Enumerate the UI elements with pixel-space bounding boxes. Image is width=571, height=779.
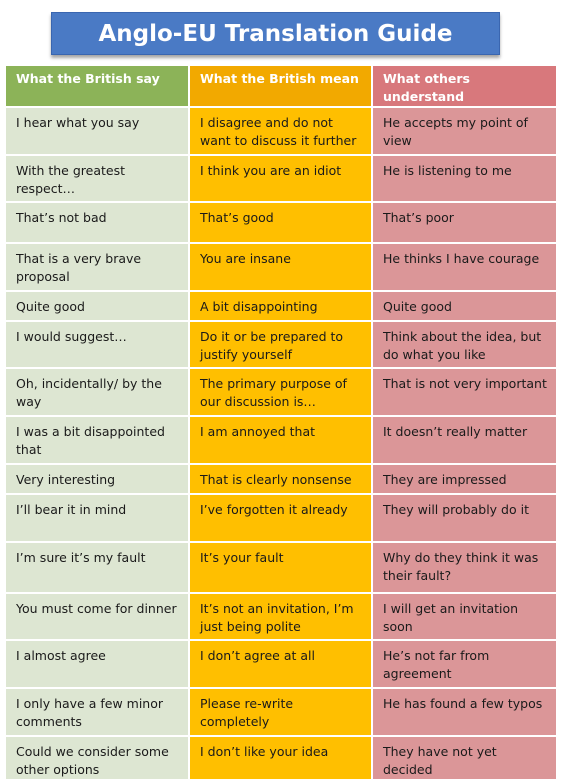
header-others-understand: What others understand xyxy=(372,66,558,108)
table-row: I’m sure it’s my fault It’s your fault W… xyxy=(6,542,558,594)
cell-others-understand: They have not yet decided xyxy=(372,736,558,779)
cell-others-understand: I will get an invitation soon xyxy=(372,593,558,641)
cell-british-say: I was a bit disappointed that xyxy=(6,416,190,465)
cell-british-mean: I don’t agree at all xyxy=(189,640,373,689)
cell-british-say: Very interesting xyxy=(6,464,190,495)
cell-british-mean: I am annoyed that xyxy=(189,416,373,465)
cell-british-say: That’s not bad xyxy=(6,202,190,244)
cell-british-say: I’m sure it’s my fault xyxy=(6,542,190,594)
cell-british-mean: I think you are an idiot xyxy=(189,155,373,203)
table-row: I almost agree I don’t agree at all He’s… xyxy=(6,640,558,689)
cell-british-say: Could we consider some other options xyxy=(6,736,190,779)
table-row: I was a bit disappointed that I am annoy… xyxy=(6,416,558,465)
header-british-mean: What the British mean xyxy=(189,66,373,108)
cell-british-mean: The primary purpose of our discussion is… xyxy=(189,368,373,417)
cell-british-mean: Please re-write completely xyxy=(189,688,373,737)
cell-others-understand: He is listening to me xyxy=(372,155,558,203)
cell-british-say: I’ll bear it in mind xyxy=(6,494,190,543)
cell-others-understand: He thinks I have courage xyxy=(372,243,558,292)
cell-others-understand: They will probably do it xyxy=(372,494,558,543)
table-header-row: What the British say What the British me… xyxy=(6,66,558,108)
cell-british-say: I hear what you say xyxy=(6,107,190,156)
table-row: Very interesting That is clearly nonsens… xyxy=(6,464,558,495)
cell-british-say: That is a very brave proposal xyxy=(6,243,190,292)
cell-others-understand: Why do they think it was their fault? xyxy=(372,542,558,594)
cell-others-understand: That is not very important xyxy=(372,368,558,417)
cell-british-say: I would suggest… xyxy=(6,321,190,369)
table-row: Could we consider some other options I d… xyxy=(6,736,558,779)
cell-british-mean: I disagree and do not want to discuss it… xyxy=(189,107,373,156)
translation-table: What the British say What the British me… xyxy=(6,66,558,779)
table-row: That is a very brave proposal You are in… xyxy=(6,243,558,292)
cell-british-mean: It’s your fault xyxy=(189,542,373,594)
cell-others-understand: That’s poor xyxy=(372,202,558,244)
table-row: I’ll bear it in mind I’ve forgotten it a… xyxy=(6,494,558,543)
cell-others-understand: He’s not far from agreement xyxy=(372,640,558,689)
cell-others-understand: Quite good xyxy=(372,291,558,322)
cell-british-say: I only have a few minor comments xyxy=(6,688,190,737)
table-row: I hear what you say I disagree and do no… xyxy=(6,107,558,156)
cell-british-mean: It’s not an invitation, I’m just being p… xyxy=(189,593,373,641)
table-row: I only have a few minor comments Please … xyxy=(6,688,558,737)
cell-others-understand: Think about the idea, but do what you li… xyxy=(372,321,558,369)
table-row: Oh, incidentally/ by the way The primary… xyxy=(6,368,558,417)
table-row: Quite good A bit disappointing Quite goo… xyxy=(6,291,558,322)
cell-british-say: Quite good xyxy=(6,291,190,322)
header-british-say: What the British say xyxy=(6,66,190,108)
cell-british-say: Oh, incidentally/ by the way xyxy=(6,368,190,417)
cell-british-mean: I don’t like your idea xyxy=(189,736,373,779)
cell-others-understand: They are impressed xyxy=(372,464,558,495)
table-row: I would suggest… Do it or be prepared to… xyxy=(6,321,558,369)
cell-british-mean: Do it or be prepared to justify yourself xyxy=(189,321,373,369)
cell-british-mean: That’s good xyxy=(189,202,373,244)
table-row: With the greatest respect… I think you a… xyxy=(6,155,558,203)
cell-others-understand: He accepts my point of view xyxy=(372,107,558,156)
table-row: You must come for dinner It’s not an inv… xyxy=(6,593,558,641)
cell-british-mean: You are insane xyxy=(189,243,373,292)
cell-british-say: You must come for dinner xyxy=(6,593,190,641)
cell-british-say: With the greatest respect… xyxy=(6,155,190,203)
cell-others-understand: He has found a few typos xyxy=(372,688,558,737)
page-title: Anglo-EU Translation Guide xyxy=(51,12,500,55)
cell-others-understand: It doesn’t really matter xyxy=(372,416,558,465)
table-row: That’s not bad That’s good That’s poor xyxy=(6,202,558,244)
cell-british-mean: I’ve forgotten it already xyxy=(189,494,373,543)
cell-british-mean: A bit disappointing xyxy=(189,291,373,322)
cell-british-say: I almost agree xyxy=(6,640,190,689)
cell-british-mean: That is clearly nonsense xyxy=(189,464,373,495)
